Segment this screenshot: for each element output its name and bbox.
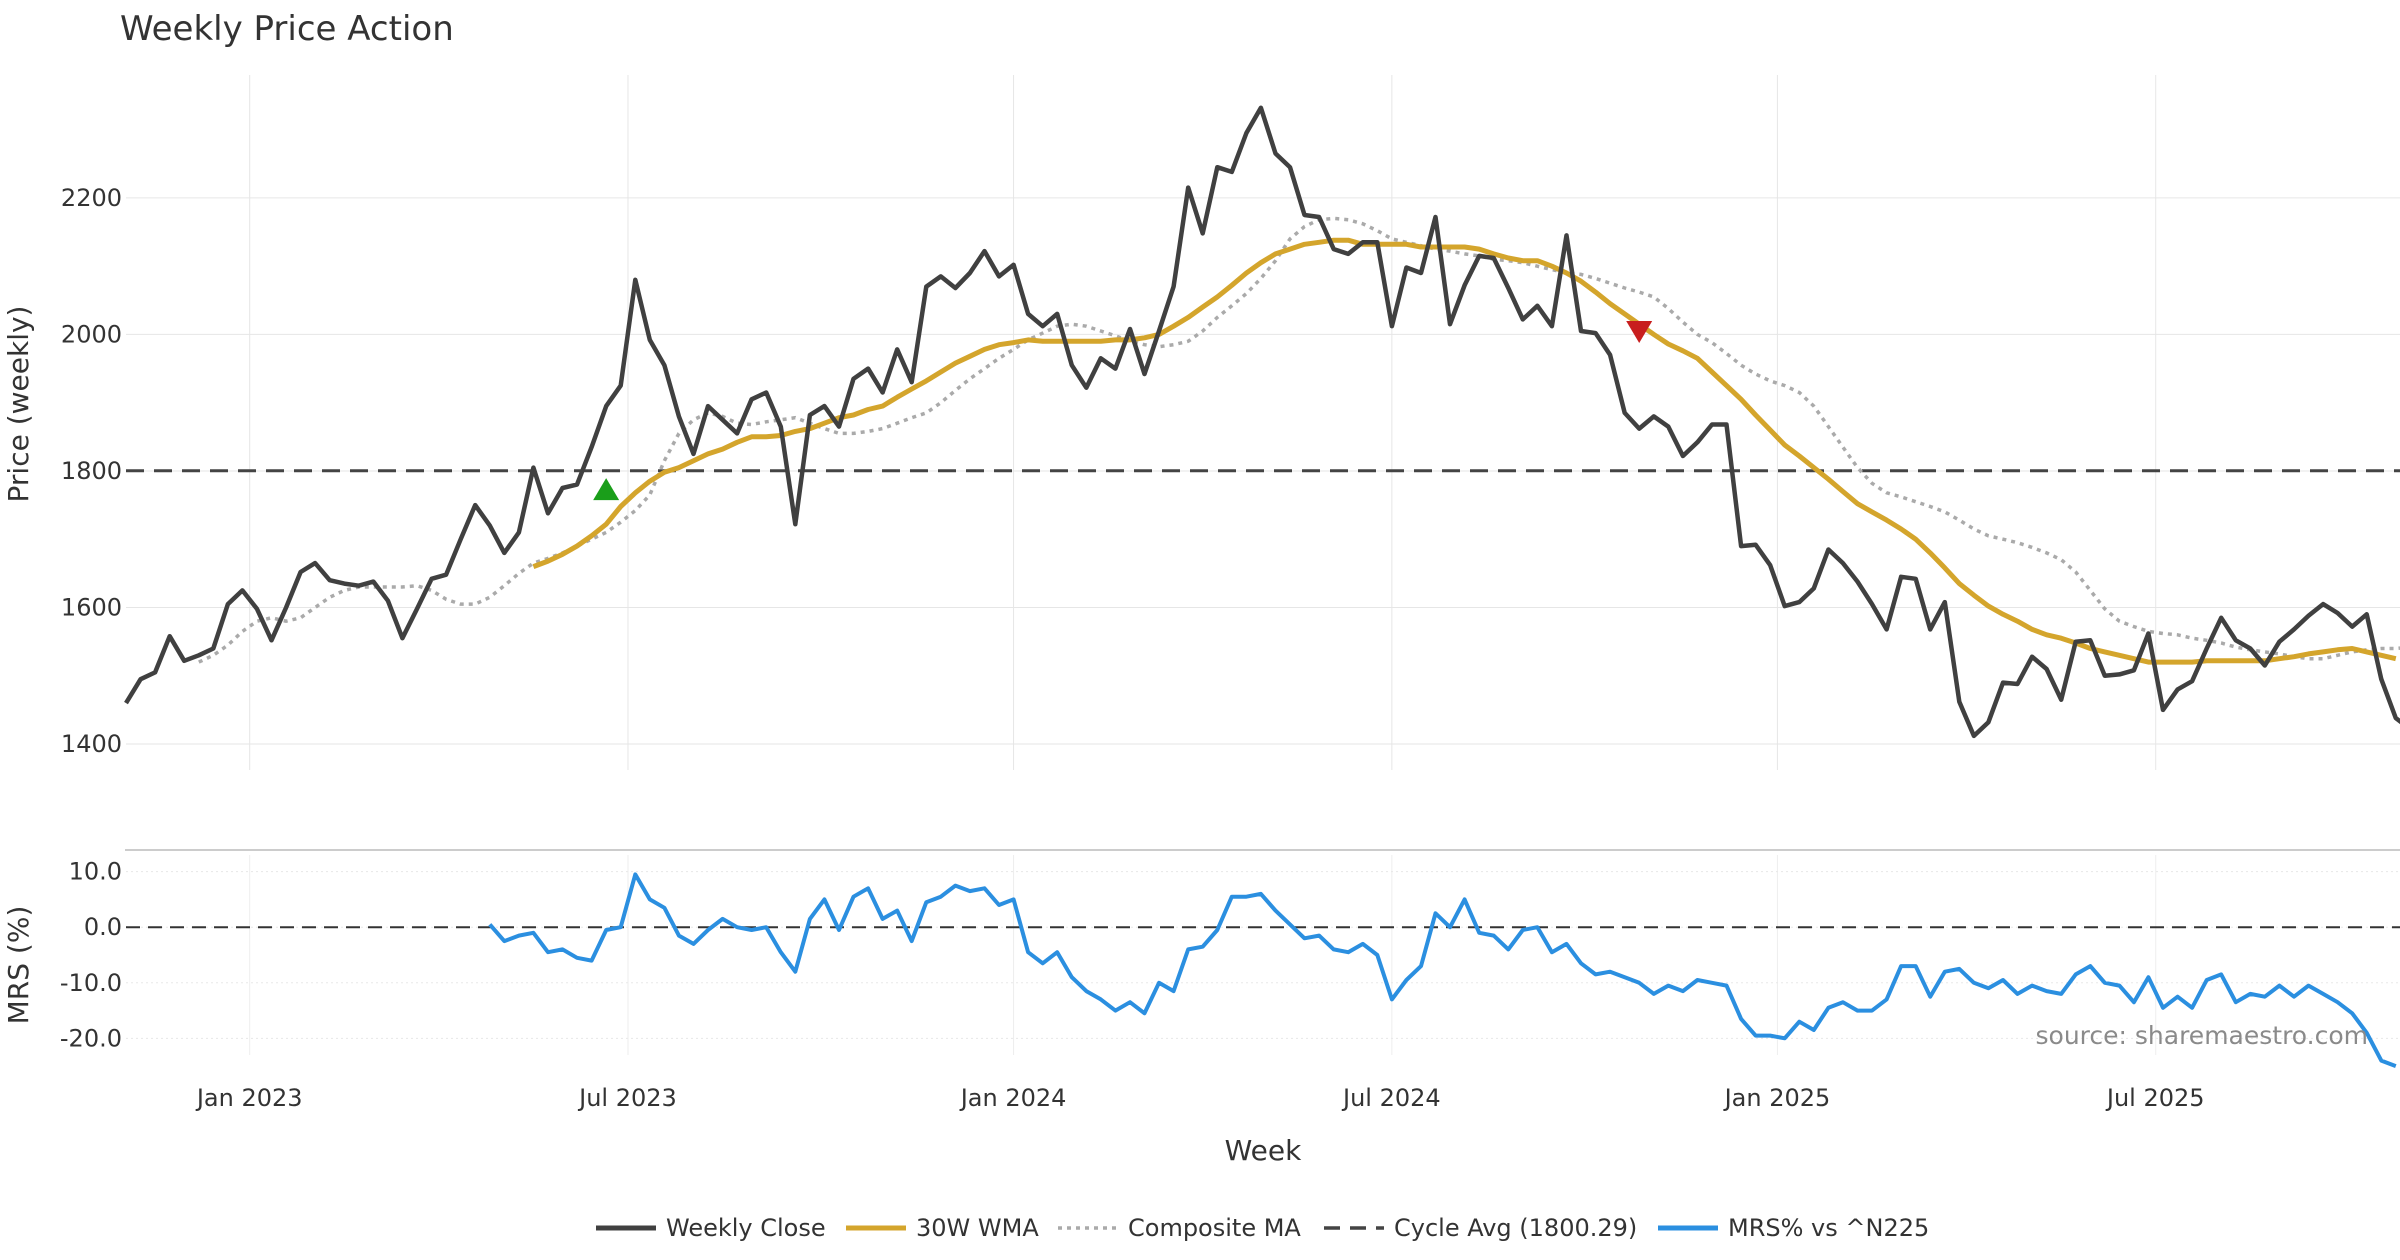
mrs-y-ticks: 10.0 0.0 -10.0 -20.0 [60,858,122,1053]
price-y-tick-label: 1800 [61,457,122,485]
x-tick-label: Jul 2025 [2105,1084,2205,1112]
price-y-tick-label: 1400 [61,730,122,758]
source-note: source: sharemaestro.com [2036,1021,2369,1050]
mrs-y-tick-label: -20.0 [60,1024,122,1052]
x-tick-label: Jan 2024 [959,1084,1067,1112]
chart-title: Weekly Price Action [120,9,454,49]
mrs-y-tick-label: 0.0 [84,913,122,941]
x-tick-label: Jan 2023 [195,1084,303,1112]
legend-label-wma: 30W WMA [916,1214,1039,1242]
x-axis-label: Week [1225,1134,1302,1167]
price-y-axis-label: Price (weekly) [2,306,35,503]
legend-label-composite: Composite MA [1128,1214,1301,1242]
x-axis-ticks: Jan 2023 Jul 2023 Jan 2024 Jul 2024 Jan 2025… [195,1084,2205,1112]
price-y-tick-label: 2000 [61,320,122,348]
price-y-tick-label: 1600 [61,594,122,622]
legend-label-close: Weekly Close [666,1214,826,1242]
mrs-line [488,872,2397,1068]
legend-label-mrs: MRS% vs ^N225 [1728,1214,1929,1242]
x-tick-label: Jul 2023 [577,1084,677,1112]
weekly-close-line [124,105,2400,739]
legend-label-cycle: Cycle Avg (1800.29) [1394,1214,1637,1242]
mrs-y-axis-label: MRS (%) [2,906,35,1025]
mrs-y-tick-label: 10.0 [69,858,122,886]
sell-signal-marker [1626,321,1653,344]
x-tick-label: Jan 2025 [1723,1084,1831,1112]
price-y-tick-label: 2200 [61,184,122,212]
price-y-ticks: 1400 1600 1800 2000 2200 [61,184,122,758]
mrs-y-tick-label: -10.0 [60,969,122,997]
buy-signal-marker [593,478,620,501]
legend: Weekly Close 30W WMA Composite MA Cycle Avg… [596,1214,1929,1242]
x-tick-label: Jul 2024 [1341,1084,1441,1112]
